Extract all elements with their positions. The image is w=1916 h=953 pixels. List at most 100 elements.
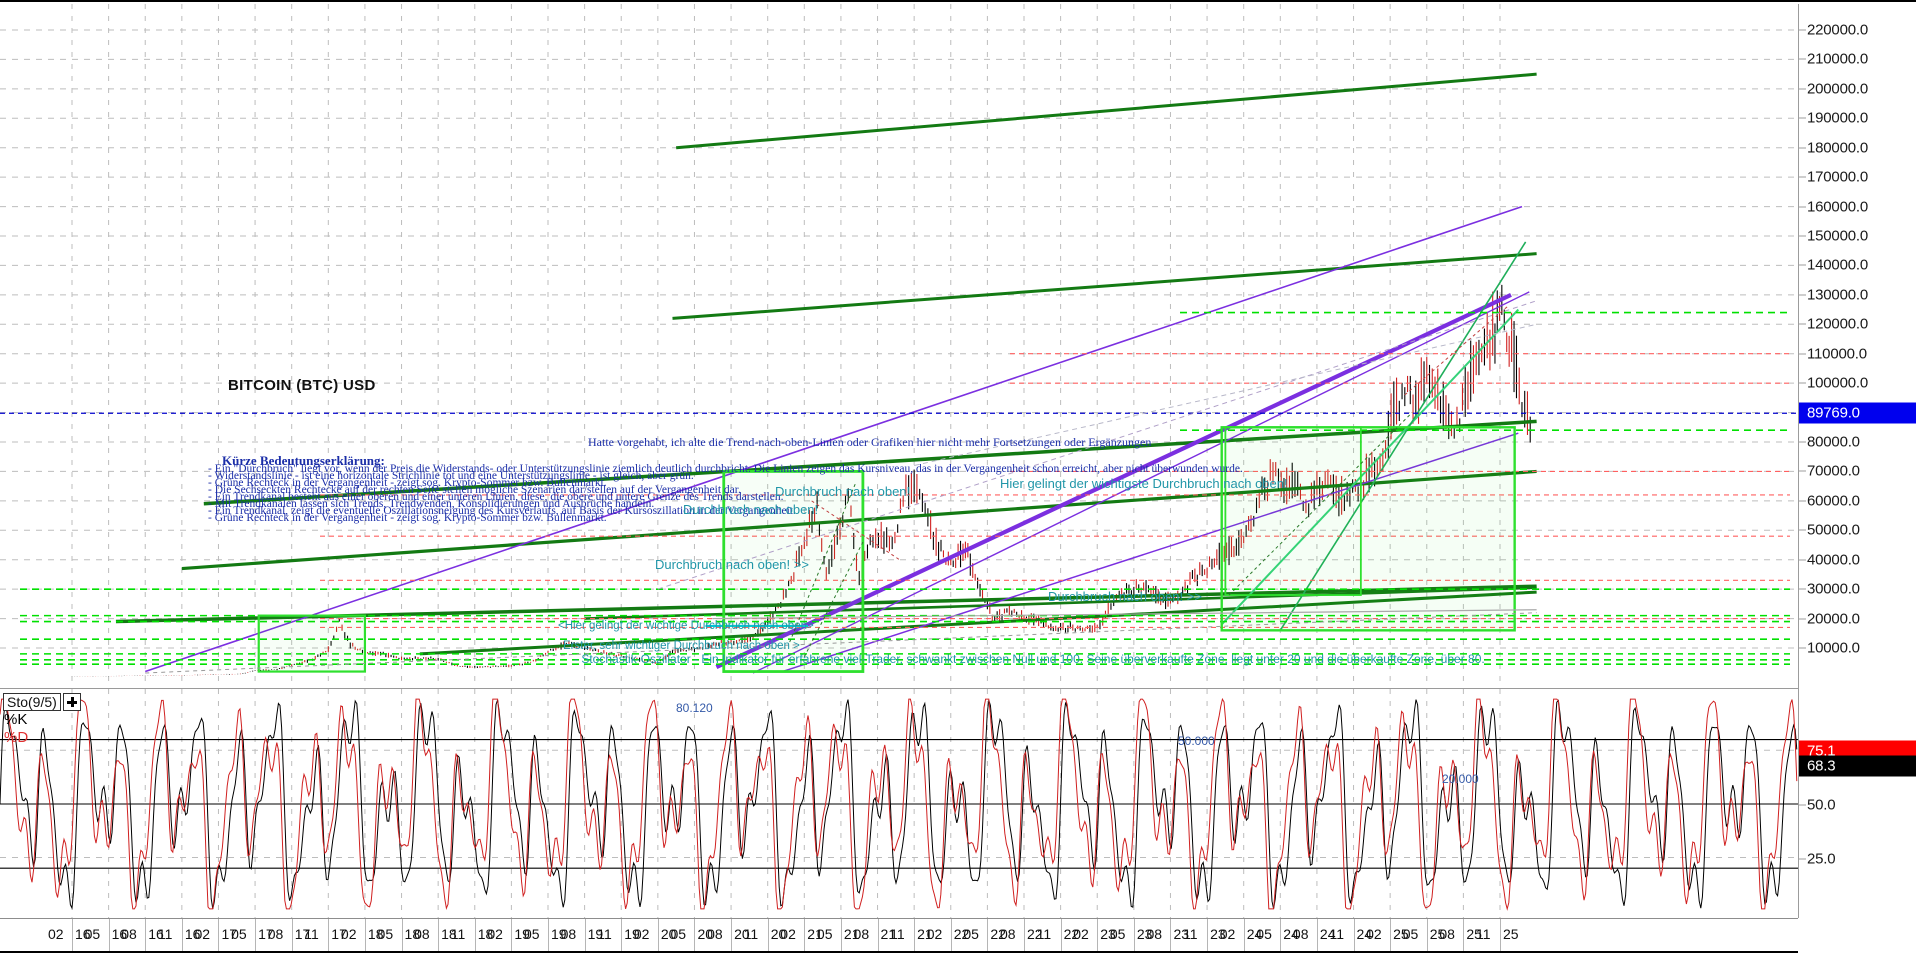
legend-line: - Ein "Durchbruch" liegt vor, wenn der P… (208, 463, 1243, 475)
price-axis-tick (1799, 206, 1806, 208)
time-axis-month: 11 (1036, 926, 1052, 942)
price-axis[interactable]: 220000.0 210000.0 200000.0 190000.0 180000.0… (1798, 4, 1916, 918)
legend-header: Kürze Bedeutungserklärung: (222, 453, 385, 468)
time-axis-year: 25 (1393, 926, 1409, 942)
time-axis-year: 22 (953, 926, 970, 942)
time-axis-year: 23 (1210, 926, 1226, 942)
time-axis-year: 19 (587, 926, 604, 942)
time-axis-month: 11 (743, 926, 759, 942)
stochastic-axis-tick (1799, 858, 1806, 859)
time-axis-year: 16 (148, 926, 164, 942)
price-axis-tick (1799, 88, 1806, 90)
price-axis-label: 100000.0 (1807, 374, 1868, 392)
time-axis-month: 08 (1292, 926, 1309, 942)
time-axis-year: 19 (551, 926, 567, 942)
time-axis-separator (621, 919, 623, 951)
time-axis-year: 22 (990, 926, 1006, 942)
time-axis-separator (401, 919, 403, 951)
time-axis-month: 02 (194, 926, 211, 942)
time-axis-year: 25 (1503, 926, 1519, 942)
time-axis-year: 24 (1356, 926, 1373, 942)
legend-line: - Die Sechseckten Rechtecke auf der rech… (208, 484, 741, 496)
time-axis-month: 02 (780, 926, 796, 942)
price-axis-tick (1799, 647, 1806, 649)
price-axis-tick (1799, 294, 1806, 296)
time-axis-year: 22 (1027, 926, 1043, 942)
price-axis-label: 210000.0 (1807, 50, 1868, 68)
time-axis-separator (914, 919, 916, 951)
scenario-rect-2 (1224, 426, 1362, 596)
stochastic-panel[interactable]: Sto(9/5) %K %D 80.120 50.000 20.000 (0, 688, 1798, 918)
time-axis-separator (767, 919, 769, 951)
legend-explanation: Kürze Bedeutungserklärung: - Ein "Durchbr… (208, 453, 1243, 524)
scenario-rect-1 (1220, 426, 1516, 632)
annotation-breakout-2: Durchbruch nach oben! >> (655, 557, 809, 572)
price-axis-label: 200000.0 (1807, 80, 1868, 98)
time-axis-separator (1097, 919, 1099, 951)
time-axis-separator (181, 919, 183, 951)
time-axis-month: 11 (597, 926, 612, 942)
price-axis-label: 150000.0 (1807, 227, 1868, 245)
price-axis-label: 20000.0 (1807, 610, 1860, 628)
price-axis-label: 140000.0 (1807, 256, 1868, 274)
time-axis-year: 20 (697, 926, 714, 942)
legend-line: - Grüne Rechteck in der Vergangenheit - … (208, 477, 607, 489)
time-axis-year: 25 (1429, 926, 1446, 942)
price-axis-tick (1799, 618, 1806, 620)
plus-icon[interactable] (62, 693, 81, 711)
time-axis-separator (511, 919, 513, 951)
level-overbought-label: 80.120 (676, 701, 713, 715)
price-axis-tick (1799, 147, 1806, 149)
time-axis-year: 21 (843, 926, 860, 942)
time-axis-month: 11 (890, 926, 905, 942)
price-axis-tick (1799, 500, 1806, 502)
time-axis-month: 08 (1439, 926, 1455, 942)
time-axis-separator (840, 919, 842, 951)
time-axis[interactable]: 02 16 05 16 08 16 11 16 02 17 05 17 08 17 11 17 02 18 05 18… (0, 918, 1798, 953)
trend-channel-upper (676, 72, 1537, 150)
price-axis-tick (1799, 117, 1806, 119)
time-axis-separator (72, 919, 73, 951)
time-axis-year: 20 (734, 926, 750, 942)
chart-title: BITCOIN (BTC) USD (228, 377, 376, 394)
time-axis-separator (1500, 919, 1501, 951)
time-axis-month: 02 (1073, 926, 1089, 942)
time-axis-year: 16 (75, 926, 91, 942)
time-axis-separator (548, 919, 549, 951)
price-chart-panel[interactable]: BITCOIN (BTC) USD Kürze Bedeutungserklär… (0, 4, 1798, 687)
time-axis-month: 05 (377, 926, 394, 942)
level-mid-label: 50.000 (1178, 734, 1215, 748)
time-axis-month: 11 (1329, 926, 1345, 942)
time-axis-year: 24 (1246, 926, 1263, 942)
oscillator-trace (0, 697, 1798, 911)
time-axis-year: 23 (1173, 926, 1190, 942)
bull-market-rect-1 (257, 614, 367, 673)
time-axis-year: 18 (404, 926, 421, 942)
indicator-legend[interactable]: Sto(9/5) (3, 693, 81, 711)
level-oversold-label: 20.000 (1442, 772, 1479, 786)
time-axis-separator (328, 919, 330, 951)
time-axis-separator (1024, 919, 1025, 951)
legend-line: - Ein Trendkanal besteht aus einer obere… (208, 491, 784, 503)
micro-channel-up (1404, 306, 1508, 396)
legend-line: - Widerstandslinie - ist eine horizontal… (208, 470, 694, 482)
time-axis-year: 21 (917, 926, 933, 942)
indicator-name[interactable]: Sto(9/5) (3, 693, 61, 711)
time-axis-year: 18 (477, 926, 494, 942)
time-axis-month: 08 (267, 926, 284, 942)
time-axis-month: 08 (1000, 926, 1016, 942)
time-axis-year: 17 (331, 926, 347, 942)
time-axis-month: 05 (231, 926, 247, 942)
price-axis-tick (1799, 176, 1806, 178)
price-axis-tick (1799, 264, 1806, 266)
time-axis-separator (291, 919, 293, 951)
price-axis-label: 60000.0 (1807, 492, 1860, 510)
time-axis-separator (1243, 919, 1245, 951)
purple-trend-thick (715, 292, 1512, 670)
price-axis-label: 110000.0 (1807, 345, 1867, 363)
time-axis-year: 25 (1466, 926, 1482, 942)
projection-line (145, 612, 1537, 674)
time-axis-year: 23 (1136, 926, 1153, 942)
purple-trend-lower (782, 432, 1519, 673)
